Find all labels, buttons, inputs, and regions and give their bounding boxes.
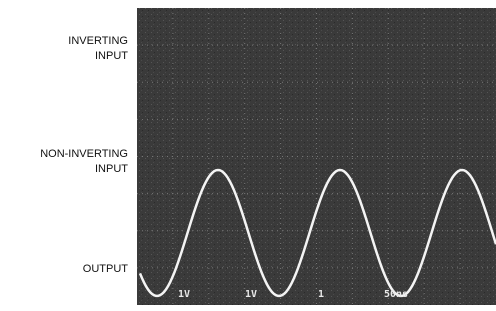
- non-inverting-label-1: NON-INVERTING: [40, 148, 128, 160]
- readout: 1V: [178, 289, 190, 300]
- readout: 1: [318, 289, 324, 300]
- output-label: OUTPUT: [83, 263, 129, 275]
- inverting-label-2: INPUT: [95, 50, 128, 62]
- readout: 1V: [245, 289, 257, 300]
- non-inverting-label-2: INPUT: [95, 163, 128, 175]
- scope-figure: INVERTING INPUT NON-INVERTING INPUT OUTP…: [0, 0, 496, 311]
- readout: 50ns: [384, 289, 408, 300]
- inverting-label-1: INVERTING: [68, 35, 128, 47]
- page: INVERTING INPUT NON-INVERTING INPUT OUTP…: [0, 0, 496, 311]
